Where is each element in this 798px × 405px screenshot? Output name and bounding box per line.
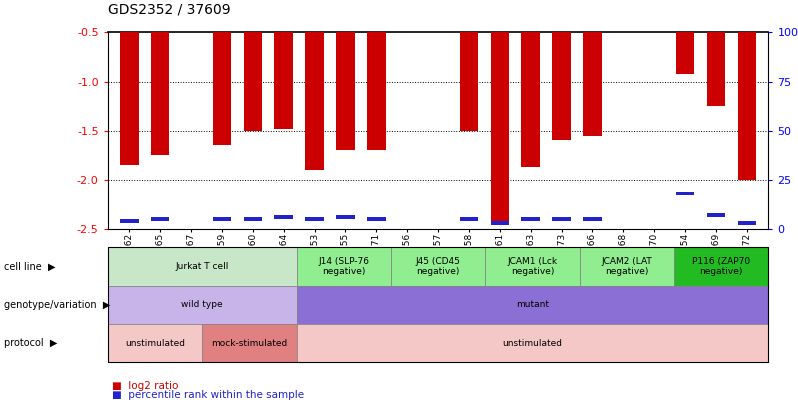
Bar — [213, 217, 231, 221]
Bar — [583, 217, 602, 221]
Bar — [707, 32, 725, 106]
Bar — [151, 32, 169, 155]
Bar — [336, 32, 355, 150]
Bar — [243, 32, 262, 130]
Bar — [336, 215, 355, 219]
Text: unstimulated: unstimulated — [125, 339, 185, 348]
Bar — [583, 32, 602, 136]
Bar — [707, 213, 725, 217]
Text: JCAM2 (LAT
negative): JCAM2 (LAT negative) — [602, 257, 652, 276]
Text: mutant: mutant — [516, 300, 549, 309]
Text: Jurkat T cell: Jurkat T cell — [176, 262, 229, 271]
Text: genotype/variation  ▶: genotype/variation ▶ — [4, 300, 110, 310]
Bar — [491, 221, 509, 225]
Bar — [676, 32, 694, 74]
Text: J45 (CD45
negative): J45 (CD45 negative) — [416, 257, 460, 276]
Bar — [460, 32, 478, 130]
Bar — [306, 32, 324, 170]
Bar — [275, 215, 293, 219]
Bar — [275, 32, 293, 129]
Bar — [552, 32, 571, 141]
Text: ■  log2 ratio: ■ log2 ratio — [112, 381, 178, 390]
Text: protocol  ▶: protocol ▶ — [4, 338, 57, 348]
Bar — [737, 32, 757, 180]
Bar — [676, 192, 694, 196]
Text: cell line  ▶: cell line ▶ — [4, 261, 56, 271]
Bar — [521, 217, 540, 221]
Bar — [460, 217, 478, 221]
Bar — [306, 217, 324, 221]
Bar — [491, 32, 509, 224]
Bar — [737, 221, 757, 225]
Bar — [120, 219, 139, 223]
Text: mock-stimulated: mock-stimulated — [211, 339, 287, 348]
Text: P116 (ZAP70
negative): P116 (ZAP70 negative) — [692, 257, 750, 276]
Bar — [213, 32, 231, 145]
Bar — [120, 32, 139, 165]
Text: GDS2352 / 37609: GDS2352 / 37609 — [108, 2, 231, 16]
Bar — [367, 32, 385, 150]
Text: wild type: wild type — [181, 300, 223, 309]
Bar — [552, 217, 571, 221]
Text: J14 (SLP-76
negative): J14 (SLP-76 negative) — [318, 257, 369, 276]
Text: JCAM1 (Lck
negative): JCAM1 (Lck negative) — [508, 257, 558, 276]
Text: ■  percentile rank within the sample: ■ percentile rank within the sample — [112, 390, 304, 400]
Text: unstimulated: unstimulated — [503, 339, 563, 348]
Bar — [243, 217, 262, 221]
Bar — [151, 217, 169, 221]
Bar — [521, 32, 540, 167]
Bar — [367, 217, 385, 221]
